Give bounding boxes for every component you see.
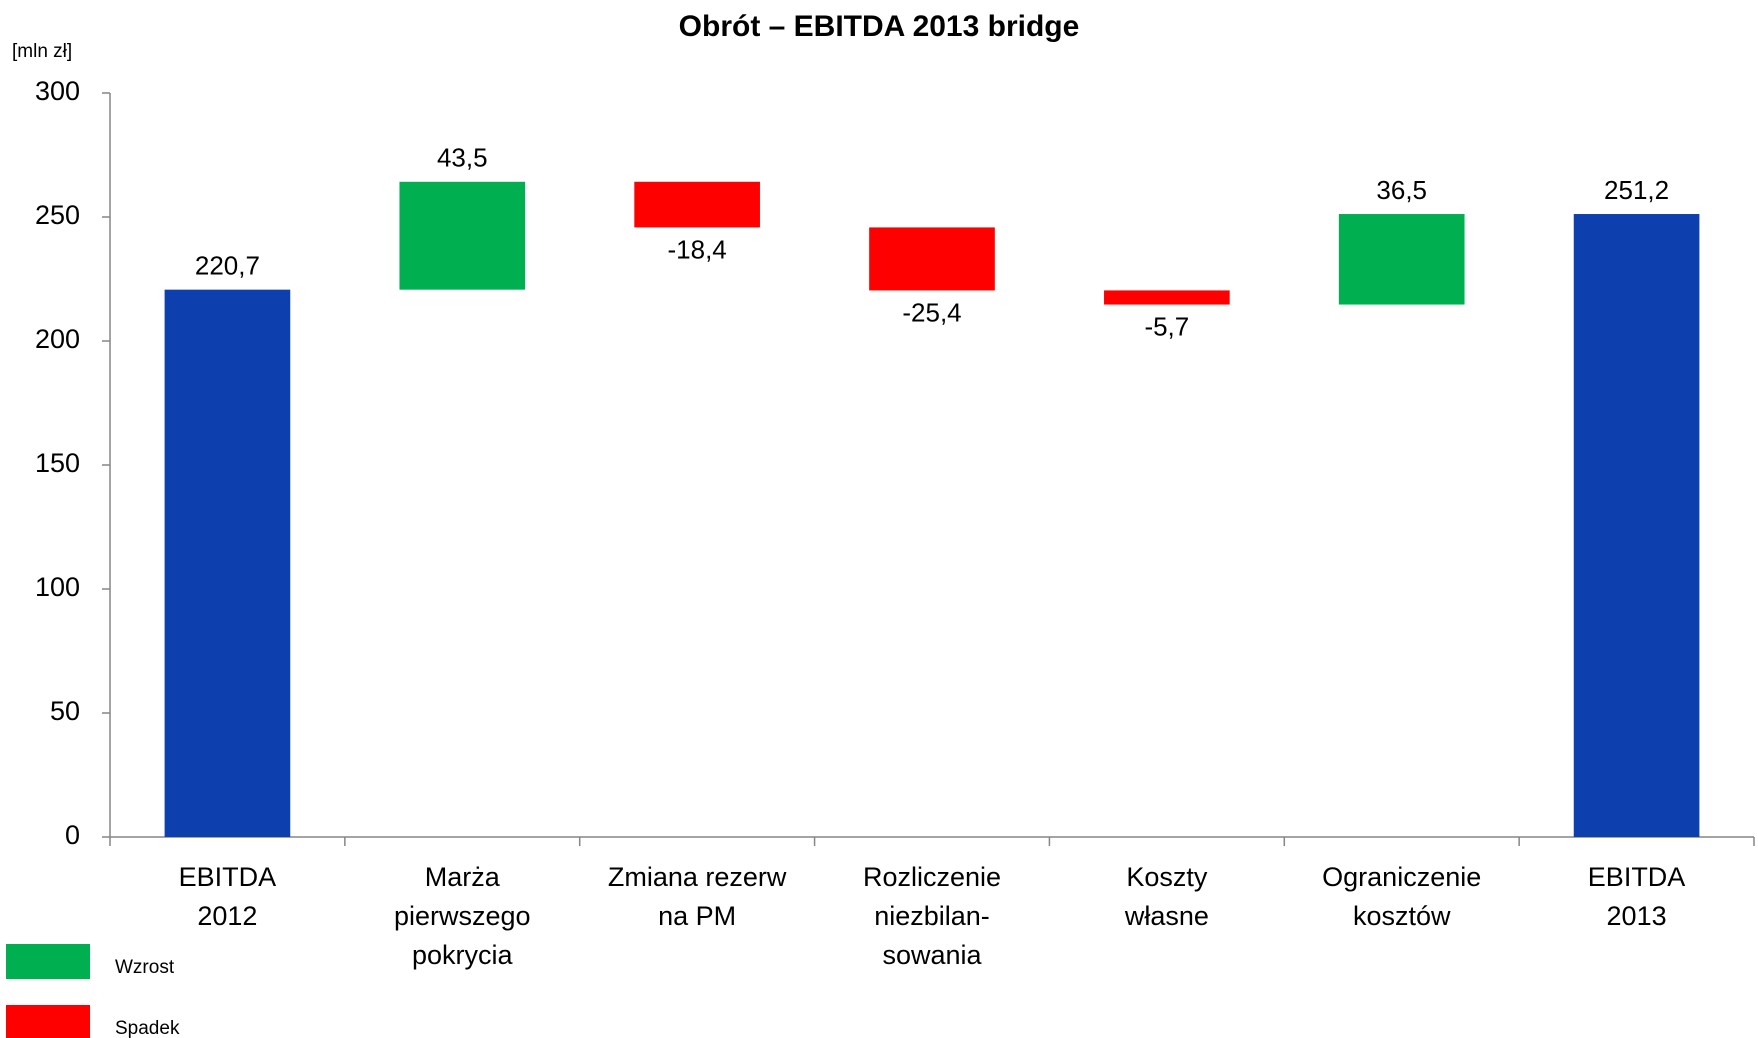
value-label: 220,7 bbox=[195, 251, 260, 281]
y-axis-label: [mln zł] bbox=[12, 41, 72, 62]
x-tick-label: sowania bbox=[882, 940, 982, 970]
bar bbox=[399, 181, 526, 290]
value-label: -18,4 bbox=[668, 234, 727, 264]
bar bbox=[1573, 214, 1700, 838]
x-tick-label: Koszty bbox=[1126, 862, 1208, 892]
y-tick-label: 0 bbox=[65, 820, 80, 850]
value-label: -25,4 bbox=[902, 297, 961, 327]
y-tick-label: 100 bbox=[35, 572, 80, 602]
legend-label: Spadek bbox=[115, 1018, 180, 1038]
bar bbox=[1104, 290, 1230, 305]
x-tick-label: pokrycia bbox=[412, 940, 514, 970]
x-tick-label: kosztów bbox=[1353, 901, 1451, 931]
bar bbox=[634, 181, 760, 228]
legend-swatch bbox=[6, 944, 90, 979]
y-tick-label: 200 bbox=[35, 324, 80, 354]
x-tick-label: Rozliczenie bbox=[863, 862, 1001, 892]
x-tick-label: Marża bbox=[425, 862, 501, 892]
value-label: 43,5 bbox=[437, 143, 488, 173]
value-label: 36,5 bbox=[1376, 175, 1427, 205]
x-tick-label: Zmiana rezerw bbox=[608, 862, 787, 892]
bar bbox=[1338, 214, 1465, 305]
bar bbox=[164, 289, 291, 837]
y-tick-label: 50 bbox=[50, 696, 80, 726]
x-tick-label: na PM bbox=[658, 901, 736, 931]
value-label: -5,7 bbox=[1144, 311, 1189, 341]
x-tick-label: 2013 bbox=[1607, 901, 1667, 931]
y-tick-label: 300 bbox=[35, 76, 80, 106]
x-tick-label: własne bbox=[1124, 901, 1209, 931]
x-tick-label: pierwszego bbox=[394, 901, 531, 931]
x-tick-label: 2012 bbox=[197, 901, 257, 931]
chart-title: Obrót – EBITDA 2013 bridge bbox=[679, 10, 1080, 43]
x-tick-label: Ograniczenie bbox=[1322, 862, 1481, 892]
legend-label: Wzrost bbox=[115, 957, 175, 978]
legend-swatch bbox=[6, 1005, 90, 1038]
x-tick-label: niezbilan- bbox=[874, 901, 990, 931]
y-tick-label: 150 bbox=[35, 448, 80, 478]
y-tick-label: 250 bbox=[35, 200, 80, 230]
x-tick-label: EBITDA bbox=[179, 862, 277, 892]
bar bbox=[869, 227, 995, 291]
value-label: 251,2 bbox=[1604, 175, 1669, 205]
x-tick-label: EBITDA bbox=[1588, 862, 1686, 892]
